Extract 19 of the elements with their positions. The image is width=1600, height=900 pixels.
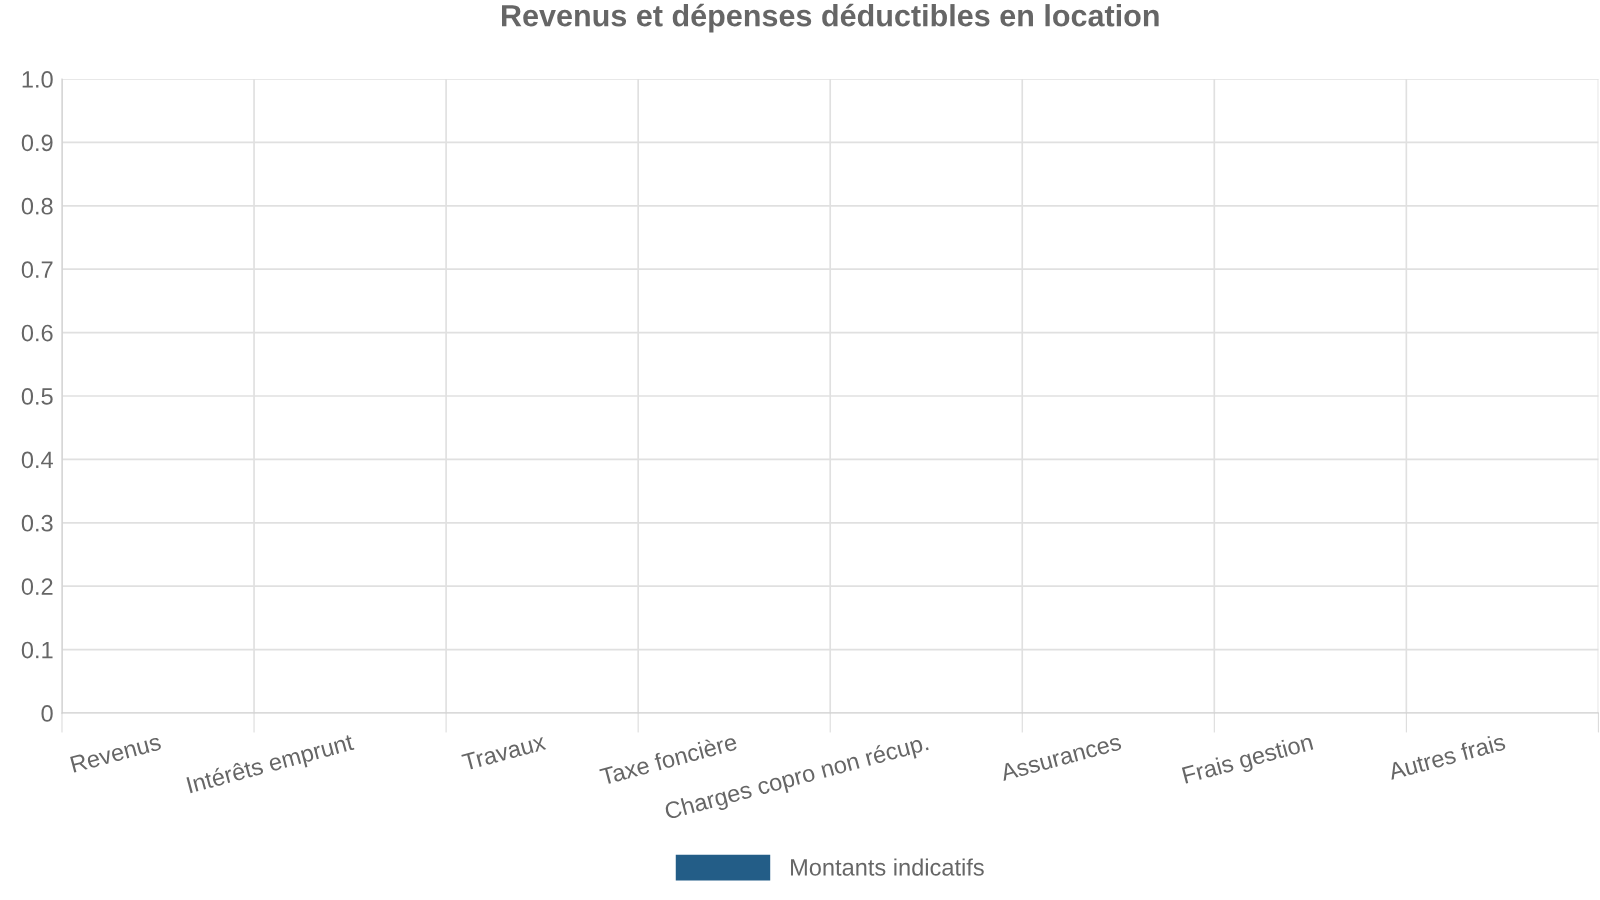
y-tick-label: 0.8 bbox=[21, 197, 53, 215]
y-tick-label: 0.2 bbox=[21, 578, 53, 595]
y-tick-label: 0 bbox=[41, 705, 53, 722]
y-tick-label: 0.4 bbox=[21, 451, 53, 469]
x-tick-label: Frais gestion bbox=[1181, 732, 1315, 789]
chart-title: Revenus et dépenses déductibles en location bbox=[502, 3, 1159, 33]
y-tick-label: 0.1 bbox=[21, 641, 53, 659]
y-tick-label: 0.3 bbox=[21, 514, 53, 532]
y-tick-label: 0.9 bbox=[21, 134, 53, 152]
x-tick-label: Taxe foncière bbox=[598, 732, 738, 786]
x-tick-label: Revenus bbox=[70, 733, 162, 773]
y-tick-label: 0.5 bbox=[21, 388, 53, 405]
legend-label: Montants indicatifs bbox=[791, 858, 984, 876]
y-tick-label: 0.6 bbox=[21, 324, 53, 342]
x-tick-label: Autres frais bbox=[1387, 732, 1507, 781]
y-tick-label: 1.0 bbox=[22, 71, 53, 88]
x-tick-label: Intérêts emprunt bbox=[186, 732, 356, 798]
x-tick-label: Travaux bbox=[461, 733, 547, 771]
y-tick-label: 0.7 bbox=[21, 261, 53, 278]
